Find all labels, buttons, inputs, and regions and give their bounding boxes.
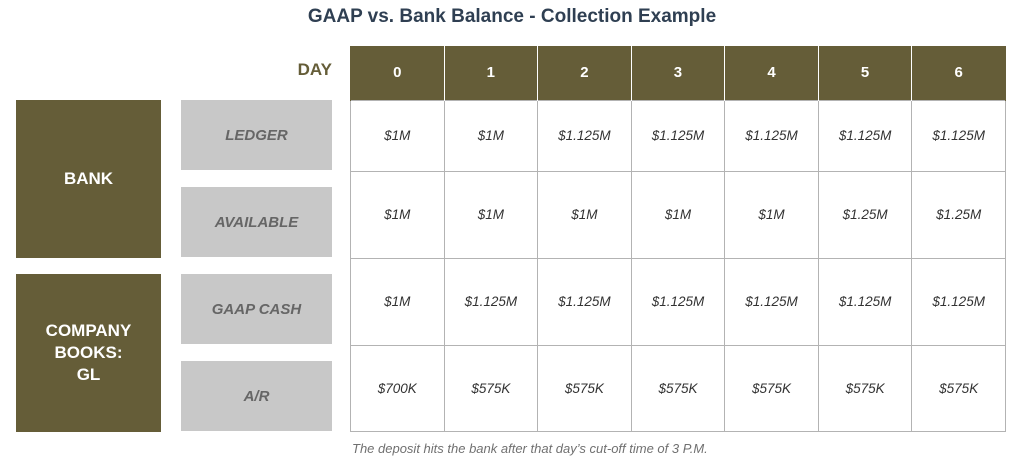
table-cell: $1M (724, 170, 819, 259)
table-cell: $1M (350, 257, 445, 346)
table-cell: $1.25M (911, 170, 1006, 259)
day-header: 4 (724, 46, 819, 100)
table-cell: $1M (350, 170, 445, 259)
row-label-available: AVAILABLE (181, 187, 332, 257)
group-company-books-gl: COMPANY BOOKS: GL (16, 274, 161, 432)
row-label-ar: A/R (181, 361, 332, 431)
day-header: 0 (350, 46, 445, 100)
row-label-ledger: LEDGER (181, 100, 332, 170)
footnote: The deposit hits the bank after that day… (352, 441, 708, 456)
table-cell: $1.25M (817, 170, 913, 259)
day-header: 3 (630, 46, 726, 100)
table-cell: $700K (350, 344, 445, 432)
table-cell: $1.125M (911, 99, 1006, 172)
table-cell: $1M (350, 99, 445, 172)
table-cell: $575K (630, 344, 726, 432)
table-cell: $575K (911, 344, 1006, 432)
table-cell: $1.125M (817, 99, 913, 172)
table-cell: $1M (630, 170, 726, 259)
table-cell: $1.125M (630, 257, 726, 346)
day-header: 2 (537, 46, 632, 100)
table-cell: $1M (537, 170, 632, 259)
diagram-title: GAAP vs. Bank Balance - Collection Examp… (307, 6, 717, 27)
table-row-available: $1M $1M $1M $1M $1M $1.25M $1.25M (350, 170, 1006, 259)
table-cell: $575K (443, 344, 539, 432)
table-cell: $1.125M (630, 99, 726, 172)
table-cell: $575K (724, 344, 819, 432)
table-cell: $1.125M (537, 257, 632, 346)
table-cell: $1.125M (443, 257, 539, 346)
table-cell: $1M (443, 99, 539, 172)
table-cell: $1.125M (817, 257, 913, 346)
day-header-row: 0 1 2 3 4 5 6 (350, 46, 1006, 100)
table-cell: $1M (443, 170, 539, 259)
day-header: 5 (817, 46, 913, 100)
table-cell: $575K (817, 344, 913, 432)
day-axis-label: DAY (297, 60, 332, 79)
balance-table: 0 1 2 3 4 5 6 $1M $1M $1.125M $1.125M $1… (350, 46, 1006, 432)
table-cell: $1.125M (537, 99, 632, 172)
table-row-gaap-cash: $1M $1.125M $1.125M $1.125M $1.125M $1.1… (350, 257, 1006, 346)
table-cell: $1.125M (911, 257, 1006, 346)
table-row-ar: $700K $575K $575K $575K $575K $575K $575… (350, 344, 1006, 432)
row-label-gaap-cash: GAAP CASH (181, 274, 332, 344)
table-cell: $1.125M (724, 257, 819, 346)
table-row-ledger: $1M $1M $1.125M $1.125M $1.125M $1.125M … (350, 99, 1006, 172)
table-cell: $575K (537, 344, 632, 432)
group-bank: BANK (16, 100, 161, 258)
table-cell: $1.125M (724, 99, 819, 172)
day-header: 1 (443, 46, 539, 100)
day-header: 6 (911, 46, 1006, 100)
